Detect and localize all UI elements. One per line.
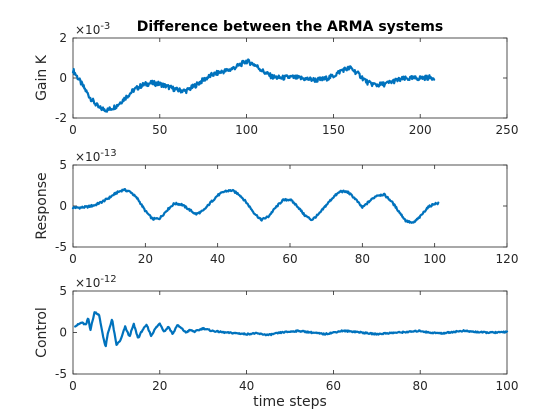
y-tick-label: -2 [55, 111, 67, 125]
x-tick-label: 0 [69, 252, 77, 266]
x-tick-label: 0 [69, 379, 77, 393]
y-exponent-base: ×10 [75, 150, 100, 164]
y-tick-label: 5 [59, 284, 67, 298]
x-tick-label: 150 [322, 123, 345, 137]
x-tick-label: 100 [496, 379, 519, 393]
x-tick-label: 50 [152, 123, 167, 137]
chart-title: Difference between the ARMA systems [137, 19, 443, 35]
y-exponent-power: -12 [100, 274, 116, 285]
y-exponent-base: ×10 [75, 23, 100, 37]
x-tick-label: 60 [326, 379, 341, 393]
y-exponent-label: ×10-13 [75, 148, 117, 164]
y-tick-label: 0 [59, 199, 67, 213]
series-line [74, 311, 509, 348]
y-axis-label: Response [34, 172, 50, 239]
x-tick-label: 0 [69, 123, 77, 137]
y-tick-label: 5 [59, 158, 67, 172]
y-tick-label: -5 [55, 367, 67, 381]
x-tick-label: 20 [152, 379, 167, 393]
y-axis-label: Gain K [34, 54, 50, 101]
y-exponent-label: ×10-3 [75, 21, 110, 37]
x-tick-label: 60 [282, 252, 297, 266]
x-axis-label: time steps [253, 394, 327, 410]
y-exponent-base: ×10 [75, 276, 100, 290]
x-tick-label: 40 [210, 252, 225, 266]
y-axis-label: Control [34, 307, 50, 358]
series-line [71, 58, 436, 113]
y-tick-label: 0 [59, 71, 67, 85]
x-tick-label: 40 [239, 379, 254, 393]
y-tick-label: 0 [59, 326, 67, 340]
y-exponent-power: -3 [100, 21, 110, 32]
y-tick-label: -5 [55, 240, 67, 254]
series-line [71, 188, 440, 224]
y-exponent-label: ×10-12 [75, 274, 117, 290]
x-tick-label: 80 [355, 252, 370, 266]
y-exponent-power: -13 [100, 148, 116, 159]
x-tick-label: 200 [409, 123, 432, 137]
x-tick-label: 100 [423, 252, 446, 266]
x-tick-label: 250 [496, 123, 519, 137]
x-tick-label: 100 [235, 123, 258, 137]
y-tick-label: 2 [59, 31, 67, 45]
x-tick-label: 120 [496, 252, 519, 266]
x-tick-label: 20 [138, 252, 153, 266]
x-tick-label: 80 [413, 379, 428, 393]
